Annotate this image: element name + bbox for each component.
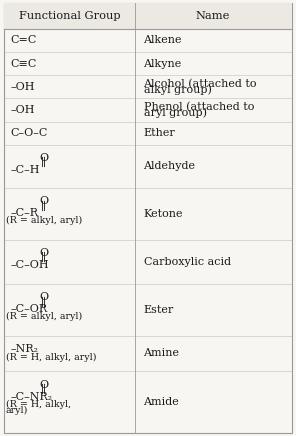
Text: O: O bbox=[39, 153, 48, 163]
Text: –C–R: –C–R bbox=[10, 208, 38, 218]
Text: Carboxylic acid: Carboxylic acid bbox=[144, 257, 231, 267]
Text: (R = H, alkyl, aryl): (R = H, alkyl, aryl) bbox=[6, 353, 96, 362]
Text: Ether: Ether bbox=[144, 128, 175, 138]
Text: –OH: –OH bbox=[10, 82, 35, 92]
Text: O: O bbox=[39, 380, 48, 390]
Text: C=C: C=C bbox=[10, 35, 37, 45]
Text: (R = alkyl, aryl): (R = alkyl, aryl) bbox=[6, 312, 82, 321]
Text: ∥: ∥ bbox=[41, 385, 46, 395]
Text: Alcohol (attached to: Alcohol (attached to bbox=[144, 79, 257, 89]
Text: –OH: –OH bbox=[10, 105, 35, 115]
Text: –C–OH: –C–OH bbox=[10, 260, 49, 270]
Text: aryl): aryl) bbox=[6, 406, 28, 415]
Text: Functional Group: Functional Group bbox=[19, 11, 120, 21]
Text: O: O bbox=[39, 196, 48, 206]
Bar bbox=[4, 3, 292, 29]
Text: –C–OR: –C–OR bbox=[10, 304, 47, 314]
Text: Amine: Amine bbox=[144, 348, 180, 358]
Text: (R = alkyl, aryl): (R = alkyl, aryl) bbox=[6, 216, 82, 225]
Text: C≡C: C≡C bbox=[10, 58, 37, 68]
Text: C–O–C: C–O–C bbox=[10, 128, 48, 138]
Text: –NR₂: –NR₂ bbox=[10, 344, 38, 354]
Text: Amide: Amide bbox=[144, 397, 179, 407]
Text: –C–NR₂: –C–NR₂ bbox=[10, 392, 52, 402]
Text: Aldehyde: Aldehyde bbox=[144, 161, 196, 171]
Text: ∥: ∥ bbox=[41, 157, 46, 167]
Text: Ketone: Ketone bbox=[144, 209, 183, 219]
Text: ∥: ∥ bbox=[41, 202, 46, 212]
Text: Name: Name bbox=[196, 11, 230, 21]
Text: aryl group): aryl group) bbox=[144, 107, 207, 118]
Text: ∥: ∥ bbox=[41, 297, 46, 308]
Text: –C–H: –C–H bbox=[10, 165, 40, 175]
Text: (R = H, alkyl,: (R = H, alkyl, bbox=[6, 399, 71, 409]
Text: ∥: ∥ bbox=[41, 253, 46, 263]
Text: O: O bbox=[39, 248, 48, 258]
Text: alkyl group): alkyl group) bbox=[144, 84, 211, 95]
Text: O: O bbox=[39, 292, 48, 302]
Text: Phenol (attached to: Phenol (attached to bbox=[144, 102, 254, 112]
Text: Alkene: Alkene bbox=[144, 35, 182, 45]
Text: Ester: Ester bbox=[144, 305, 174, 315]
Text: Alkyne: Alkyne bbox=[144, 58, 182, 68]
